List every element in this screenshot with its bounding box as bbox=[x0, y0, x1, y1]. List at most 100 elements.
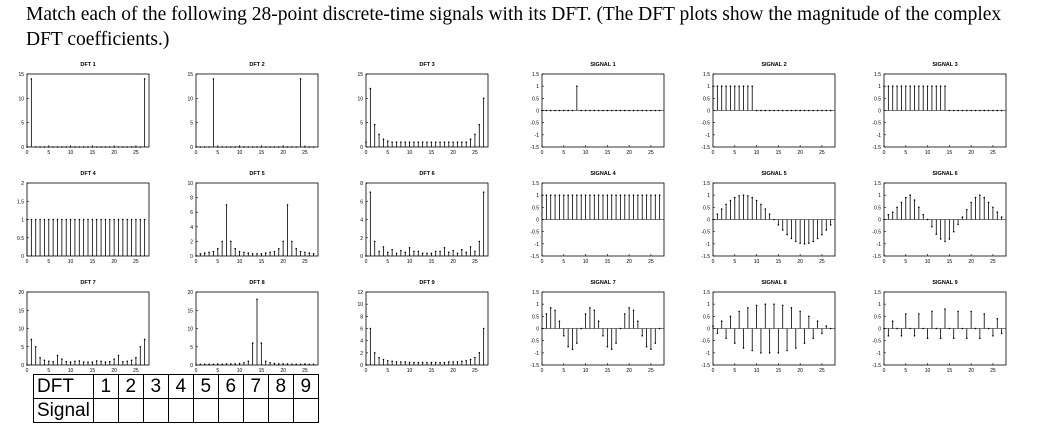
dft-8-xtick-label: 10 bbox=[237, 368, 243, 372]
dft-6-stem-marker bbox=[447, 251, 450, 254]
signal-7-stem-marker bbox=[619, 327, 622, 330]
dft-1-stem-marker bbox=[26, 146, 28, 148]
dft-9-stem-marker bbox=[456, 361, 459, 363]
signal-8-ytick-label: 1.5 bbox=[703, 290, 710, 296]
signal-8-stem-marker bbox=[773, 303, 775, 305]
dft-5-stem-marker bbox=[221, 240, 223, 243]
dft-4-xtick-label: 5 bbox=[47, 259, 50, 265]
signal-4-ytick-label: -0.5 bbox=[530, 230, 539, 236]
signal-2-ytick-label: -0.5 bbox=[701, 121, 710, 127]
signal-3-stem-marker bbox=[904, 85, 907, 87]
signal-1-ytick-label: 1.5 bbox=[532, 72, 539, 78]
dft-4-title: DFT 4 bbox=[80, 171, 96, 177]
dft-3-xtick-label: 5 bbox=[386, 150, 389, 156]
dft-7-stem-marker bbox=[113, 358, 115, 360]
dft-6-stem-marker bbox=[382, 246, 385, 248]
signal-8-stem-marker bbox=[794, 347, 797, 349]
signal-answer-cell[interactable] bbox=[242, 398, 269, 423]
signal-answer-cell[interactable] bbox=[142, 398, 169, 423]
signal-4-stem-marker bbox=[580, 194, 583, 196]
signal-7-ytick-label: 1 bbox=[536, 302, 539, 308]
signal-5-stem-marker bbox=[725, 203, 727, 206]
signal-2-ytick-label: -1.5 bbox=[701, 145, 710, 151]
signal-answer-cell[interactable] bbox=[217, 398, 244, 423]
dft-9-stem-marker bbox=[417, 361, 420, 364]
dft-6-stem-marker bbox=[482, 191, 485, 193]
dft-2-stem-marker bbox=[221, 146, 223, 148]
signal-6-stem-marker bbox=[952, 230, 955, 233]
dft-1-stem-marker bbox=[87, 146, 89, 148]
signal-2-xtick-label: 25 bbox=[819, 150, 825, 156]
dft-2-stem-marker bbox=[256, 146, 258, 148]
dft-8-xtick-label: 20 bbox=[280, 368, 286, 372]
signal-8-stem-marker bbox=[786, 349, 788, 352]
dft-6-stem-marker bbox=[439, 250, 441, 253]
dft-7-xtick-label: 10 bbox=[68, 368, 74, 372]
signal-5-stem-marker bbox=[808, 242, 810, 244]
dft-5-stem-marker bbox=[304, 251, 306, 254]
dft-7-ytick-label: 20 bbox=[18, 290, 24, 296]
signal-2-stem-marker bbox=[799, 109, 801, 112]
dft-2-stem-marker bbox=[264, 146, 267, 148]
signal-6-stem-marker bbox=[979, 194, 981, 196]
signal-4-stem-marker bbox=[554, 194, 556, 196]
dft-9-ytick-label: 8 bbox=[360, 314, 363, 320]
dft-4-stem-marker bbox=[39, 218, 41, 221]
dft-3-ytick-label: 10 bbox=[357, 96, 363, 102]
dft-9-axes bbox=[365, 291, 489, 366]
signal-8-stem-marker bbox=[738, 310, 740, 313]
signal-6-xtick-label: 0 bbox=[883, 259, 886, 265]
signal-6-stem-marker bbox=[883, 218, 885, 221]
dft-5-stem-marker bbox=[199, 253, 202, 255]
signal-9-stem-marker bbox=[926, 337, 929, 340]
dft-5-stem-marker bbox=[243, 251, 245, 254]
dft-4-ytick-label: 1 bbox=[21, 218, 24, 224]
signal-2-stem-marker bbox=[716, 85, 719, 87]
signal-answer-cell[interactable] bbox=[117, 398, 144, 423]
signal-answer-cell[interactable] bbox=[167, 398, 194, 423]
signal-7-stem-marker bbox=[615, 342, 617, 344]
dft-2-axes bbox=[195, 73, 319, 148]
dft-7-ytick-label: 0 bbox=[21, 363, 24, 369]
signal-4-xtick-label: 5 bbox=[562, 259, 565, 265]
signal-3-ytick-label: 1 bbox=[878, 84, 881, 90]
dft-8-stem-marker bbox=[264, 360, 267, 363]
signal-7-xtick-label: 0 bbox=[541, 368, 544, 372]
dft-8-stem-marker bbox=[199, 363, 202, 366]
dft-8-stem-marker bbox=[273, 362, 276, 365]
signal-2-stem-marker bbox=[733, 85, 736, 87]
signal-5-xtick-label: 15 bbox=[776, 259, 782, 265]
signal-8-ytick-label: 0 bbox=[707, 327, 710, 333]
signal-answer-cell[interactable] bbox=[192, 398, 219, 423]
signal-7-stem-marker bbox=[562, 335, 565, 337]
signal-4-title: SIGNAL 4 bbox=[590, 171, 616, 177]
signal-3-stem-marker bbox=[918, 85, 920, 87]
signal-answer-cell[interactable] bbox=[267, 398, 294, 423]
dft-5-stem-marker bbox=[299, 250, 302, 253]
signal-5-stem-marker bbox=[812, 240, 815, 243]
signal-7-stem-marker bbox=[658, 327, 661, 330]
signal-6-stem-marker bbox=[987, 201, 990, 204]
dft-2-stem-marker bbox=[243, 146, 245, 148]
signal-answer-cell[interactable] bbox=[92, 398, 119, 423]
dft-3-stem-marker bbox=[369, 87, 372, 90]
dft-4-stem-marker bbox=[135, 218, 137, 221]
signal-answer-cell[interactable] bbox=[292, 398, 319, 423]
signal-9-xtick-label: 15 bbox=[947, 368, 953, 372]
signal-7-ytick-label: 0 bbox=[536, 327, 539, 333]
signal-2-ytick-label: 1.5 bbox=[703, 72, 710, 78]
signal-6-xtick-label: 5 bbox=[904, 259, 907, 265]
dft-8-stem-marker bbox=[308, 363, 311, 366]
signal-4-stem-marker bbox=[610, 194, 613, 196]
dft-5-stem-marker bbox=[216, 247, 219, 250]
signal-4-stem-marker bbox=[632, 194, 635, 196]
signal-4-stem-marker bbox=[619, 194, 622, 196]
dft-5-title: DFT 5 bbox=[249, 171, 264, 177]
dft-6-xtick-label: 15 bbox=[429, 259, 435, 265]
signal-6-ytick-label: 0 bbox=[878, 218, 881, 224]
dft-5-stem-marker bbox=[277, 247, 280, 250]
signal-7-stem-marker bbox=[580, 327, 583, 330]
dft-9-stem-marker bbox=[452, 361, 454, 363]
dft-8-stem-marker bbox=[256, 298, 258, 301]
dft-4-stem-marker bbox=[122, 218, 124, 221]
